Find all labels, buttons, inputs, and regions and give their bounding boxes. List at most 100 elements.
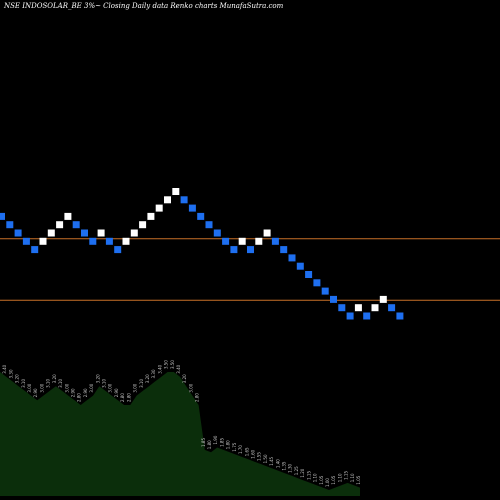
volume-label: 3.00 [108, 383, 113, 392]
up-brick [122, 237, 130, 245]
volume-label: 1.15 [344, 471, 349, 480]
reference-lines [0, 238, 500, 301]
down-brick [6, 221, 14, 229]
up-brick [354, 304, 362, 312]
volume-label: 2.90 [33, 388, 38, 397]
volume-label: 3.00 [39, 383, 44, 392]
renko-bricks [0, 188, 404, 320]
down-brick [396, 312, 404, 320]
volume-area: 3.503.403.303.203.103.002.903.003.103.20… [0, 360, 361, 496]
down-brick [330, 295, 337, 303]
volume-label: 3.30 [151, 369, 156, 378]
down-brick [305, 271, 313, 278]
volume-label: 1.00 [325, 478, 330, 487]
up-brick [172, 188, 180, 195]
volume-label: 1.15 [306, 471, 311, 480]
volume-label: 3.10 [46, 379, 51, 388]
volume-label: 1.40 [275, 459, 280, 468]
volume-label: 1.90 [213, 435, 218, 444]
volume-label: 3.50 [0, 360, 1, 369]
down-brick [31, 246, 39, 254]
down-brick [288, 254, 296, 262]
volume-label: 2.90 [83, 388, 88, 397]
volume-label: 1.10 [337, 473, 342, 482]
volume-label: 1.50 [263, 454, 268, 463]
down-brick [197, 212, 205, 220]
volume-label: 1.75 [232, 442, 237, 451]
up-brick [164, 196, 171, 204]
down-brick [22, 237, 30, 245]
volume-label: 2.80 [126, 393, 131, 402]
down-brick [280, 246, 288, 254]
volume-label: 1.80 [207, 440, 212, 449]
volume-label: 1.20 [300, 468, 305, 477]
down-brick [271, 237, 279, 245]
volume-label: 1.05 [331, 475, 336, 484]
up-brick [155, 204, 163, 212]
down-brick [114, 246, 122, 254]
volume-label: 2.90 [71, 388, 76, 397]
up-brick [255, 237, 263, 245]
volume-label: 1.10 [350, 473, 355, 482]
volume-label: 3.10 [139, 379, 144, 388]
volume-label: 3.00 [64, 383, 69, 392]
down-brick [313, 279, 321, 287]
volume-label: 3.20 [95, 374, 100, 383]
volume-label: 2.80 [77, 393, 82, 402]
down-brick [180, 196, 188, 204]
down-brick [321, 287, 329, 295]
up-brick [147, 212, 155, 220]
down-brick [0, 212, 5, 220]
down-brick [72, 221, 80, 229]
volume-label: 3.50 [170, 360, 175, 369]
up-brick [56, 221, 64, 229]
volume-label: 3.10 [58, 379, 63, 388]
up-brick [39, 237, 47, 245]
volume-label: 1.35 [282, 461, 287, 470]
volume-label: 3.10 [21, 379, 26, 388]
volume-label: 3.40 [176, 364, 181, 373]
volume-label: 3.00 [27, 383, 32, 392]
volume-label: 3.30 [8, 369, 13, 378]
volume-label: 3.40 [157, 364, 162, 373]
volume-label: 1.85 [201, 438, 206, 447]
volume-label: 1.70 [238, 445, 243, 454]
down-brick [388, 304, 396, 312]
volume-label: 3.20 [145, 374, 150, 383]
volume-label: 1.60 [251, 449, 256, 458]
volume-label: 2.80 [195, 393, 200, 402]
volume-label: 3.00 [188, 383, 193, 392]
volume-label: 1.05 [356, 475, 361, 484]
volume-label: 1.05 [319, 475, 324, 484]
volume-label: 3.00 [133, 383, 138, 392]
volume-label: 3.20 [52, 374, 57, 383]
down-brick [230, 246, 238, 254]
up-brick [371, 304, 379, 312]
down-brick [296, 262, 304, 270]
down-brick [14, 229, 22, 237]
volume-fill [0, 372, 360, 496]
down-brick [247, 246, 254, 254]
down-brick [89, 237, 97, 245]
up-brick [379, 295, 387, 303]
down-brick [188, 204, 196, 212]
down-brick [205, 221, 213, 229]
down-brick [346, 312, 354, 320]
chart-title: NSE INDOSOLAR_BE 3%~ Closing Daily data … [4, 2, 284, 10]
volume-label: 3.20 [182, 374, 187, 383]
up-brick [263, 229, 271, 237]
up-brick [130, 229, 138, 237]
volume-label: 1.55 [257, 452, 262, 461]
up-brick [97, 229, 105, 237]
down-brick [338, 304, 346, 312]
volume-label: 3.50 [164, 360, 169, 369]
down-brick [213, 229, 221, 237]
volume-label: 1.10 [313, 473, 318, 482]
volume-label: 3.00 [89, 383, 94, 392]
down-brick [81, 229, 88, 237]
volume-label: 2.90 [114, 388, 119, 397]
volume-label: 3.10 [102, 379, 107, 388]
down-brick [222, 237, 230, 245]
volume-label: 1.85 [219, 438, 224, 447]
